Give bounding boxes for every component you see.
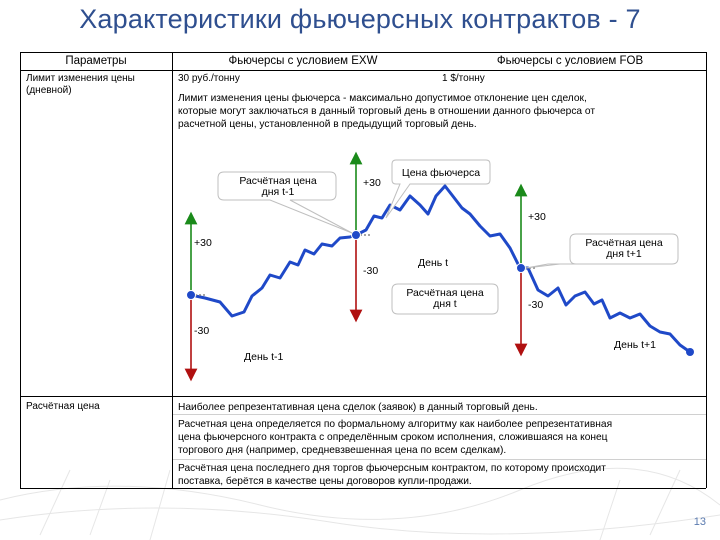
settle-point-end	[686, 348, 694, 356]
row-settle-param: Расчётная цена	[26, 401, 100, 412]
row-limit-fob: 1 $/тонну	[442, 73, 485, 84]
header-params: Параметры	[65, 55, 127, 67]
row-limit-exw: 30 руб./тонну	[178, 73, 240, 84]
label-settle-day-t: Расчётная цена дня t	[406, 287, 484, 310]
row-limit-param: Лимит изменения цены (дневной)	[26, 73, 135, 96]
settle-point-day-next	[516, 263, 526, 273]
label-day-next: День t+1	[614, 339, 657, 351]
futures-price-line	[190, 184, 691, 354]
minus30-day-prev: -30	[194, 325, 210, 337]
limit-note-line-1: Лимит изменения цены фьючерса - максимал…	[178, 93, 587, 104]
callout-futures-price	[385, 159, 491, 219]
settle-p3-line-2: поставка, берётся в качестве цены догово…	[178, 476, 472, 487]
label-day-prev: День t-1	[244, 351, 284, 363]
settle-p1: Наиболее репрезентативная цена сделок (з…	[178, 402, 538, 413]
callout-settle-next	[525, 233, 679, 269]
settle-p2-line-3: торгового дня (например, средневзвешенна…	[178, 445, 507, 456]
label-settle-prev: Расчётная цена дня t-1	[239, 175, 317, 198]
settle-point-day-prev	[186, 290, 196, 300]
page-title: Характеристики фьючерсных контрактов - 7	[79, 4, 641, 34]
settle-p2-line-2: цена фьючерсного контракта с определённы…	[178, 432, 608, 443]
callout-settle-day-t	[391, 283, 499, 315]
callout-settle-prev	[217, 171, 353, 234]
limit-note-line-3: расчетной цены, установленной в предыдущ…	[178, 119, 477, 130]
label-settle-next: Расчётная цена дня t+1	[585, 237, 663, 260]
minus30-day-t: -30	[363, 265, 379, 277]
page-number: 13	[693, 516, 706, 528]
settle-point-day-t	[351, 230, 361, 240]
plus30-day-next: +30	[528, 211, 546, 223]
settle-p3-line-1: Расчётная цена последнего дня торгов фью…	[178, 463, 606, 474]
header-fob: Фьючерсы с условием FOB	[496, 55, 644, 67]
label-futures-price: Цена фьючерса	[401, 167, 481, 179]
plus30-day-t: +30	[363, 177, 381, 189]
limit-note-line-2: которые могут заключаться в данный торго…	[178, 106, 596, 117]
label-day-t: День t	[418, 257, 449, 269]
header-exw: Фьючерсы с условием EXW	[228, 55, 378, 67]
settle-p2-line-1: Расчетная цена определяется по формально…	[178, 419, 613, 430]
minus30-day-next: -30	[528, 299, 544, 311]
plus30-day-prev: +30	[194, 237, 212, 249]
